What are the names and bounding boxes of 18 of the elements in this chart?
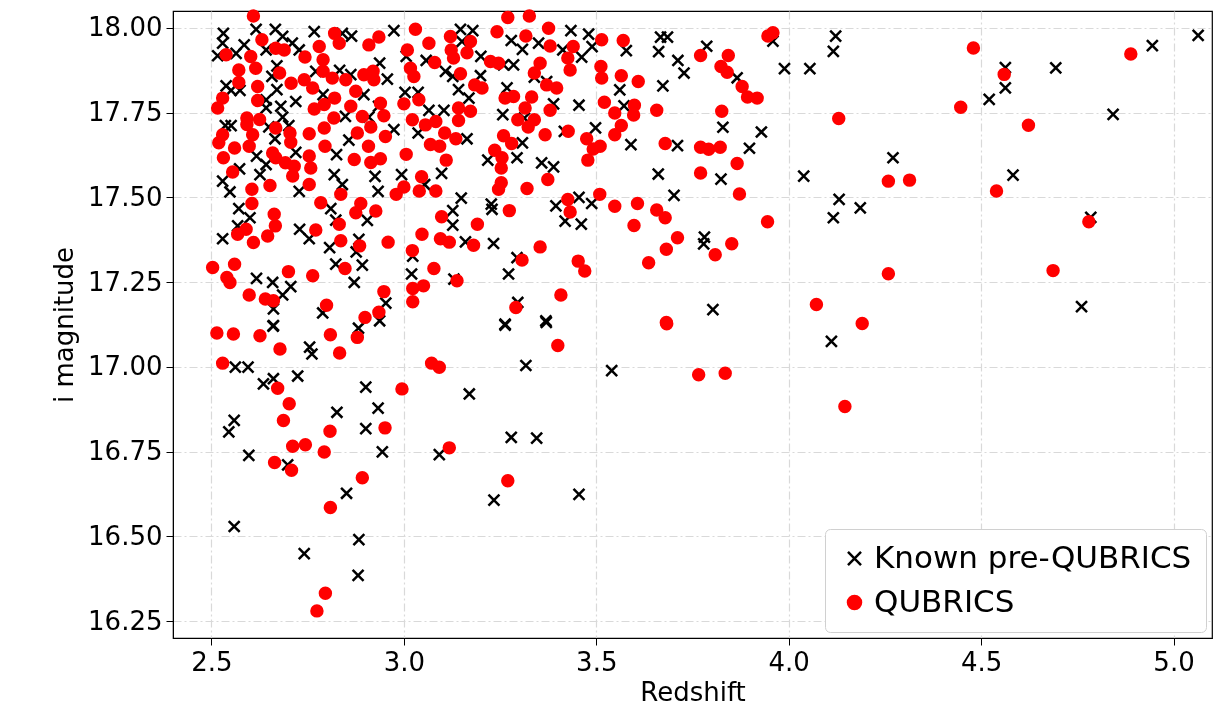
legend-label: Known pre-QUBRICS xyxy=(874,538,1192,575)
y-axis-title: i magnitude xyxy=(49,246,80,404)
x-axis-title: Redshift xyxy=(640,676,746,707)
y-tick-label: 17.50 xyxy=(88,181,163,212)
x-tick-label: 3.0 xyxy=(383,646,426,677)
x-tick-label: 2.5 xyxy=(191,646,233,677)
y-tick-label: 17.25 xyxy=(88,266,163,297)
legend-label: QUBRICS xyxy=(874,582,1015,619)
y-tick-label: 17.00 xyxy=(88,351,163,382)
y-tick-label: 16.25 xyxy=(88,605,163,636)
x-tick-label: 5.0 xyxy=(1153,646,1195,677)
y-tick-label: 16.75 xyxy=(88,436,163,467)
y-tick-label: 18.00 xyxy=(88,12,163,43)
y-tick-label: 16.50 xyxy=(88,520,163,551)
x-tick-label: 3.5 xyxy=(576,646,618,677)
x-tick-label: 4.5 xyxy=(960,646,1003,677)
y-tick-label: 17.75 xyxy=(88,97,163,128)
x-tick-label: 4.0 xyxy=(768,646,810,677)
